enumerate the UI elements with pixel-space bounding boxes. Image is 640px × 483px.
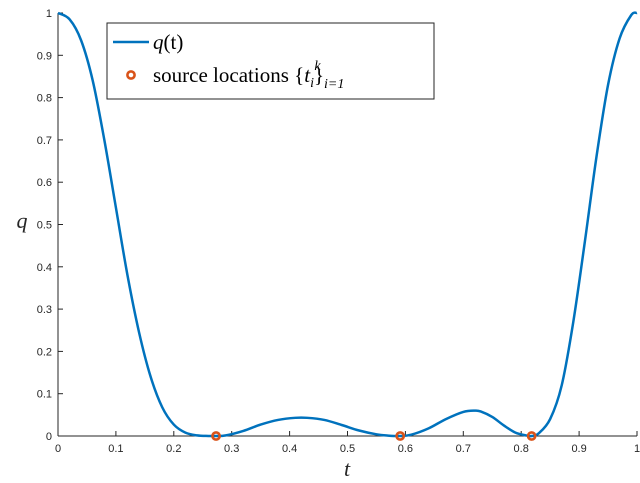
y-tick-label: 0.4 [37, 262, 52, 274]
y-tick-label: 0 [46, 431, 52, 443]
x-tick-label: 0.2 [166, 443, 181, 455]
y-tick-label: 0.3 [37, 304, 52, 316]
y-axis-label: q [17, 208, 28, 233]
series-line-q [57, 11, 638, 438]
x-axis-ticks: 0 0.1 0.2 0.3 0.4 0.5 0.6 0.7 0.8 0.9 1 [55, 431, 640, 455]
legend-box [106, 22, 435, 100]
x-tick-label: 0.9 [571, 443, 586, 455]
x-tick-label: 0.5 [340, 443, 355, 455]
source-location-marker [211, 431, 221, 441]
y-tick-label: 0.2 [37, 346, 52, 358]
legend: q(t) source locations {ti}i=1k [106, 22, 435, 100]
y-tick-label: 1 [46, 8, 52, 20]
x-tick-label: 1 [634, 443, 640, 455]
source-location-marker [395, 431, 406, 441]
legend-marker-swatch [126, 70, 136, 80]
legend-entry-sources: source locations {ti}i=1k [153, 59, 344, 92]
y-tick-label: 0.9 [37, 50, 52, 62]
y-tick-label: 0.1 [37, 389, 52, 401]
x-tick-label: 0.8 [514, 443, 529, 455]
x-axis-label: t [344, 456, 351, 481]
x-tick-label: 0.3 [224, 443, 239, 455]
x-tick-label: 0.1 [108, 443, 123, 455]
x-tick-label: 0 [55, 443, 61, 455]
y-tick-label: 0.7 [37, 135, 52, 147]
y-tick-label: 0.8 [37, 93, 52, 105]
x-tick-label: 0.6 [398, 443, 413, 455]
legend-entry-q: q(t) [153, 30, 183, 54]
source-location-marker [526, 431, 537, 441]
y-tick-label: 0.5 [37, 220, 52, 232]
source-location-markers [211, 431, 537, 441]
y-axis-ticks: 0 0.1 0.2 0.3 0.4 0.5 0.6 0.7 0.8 0.9 1 [37, 8, 63, 443]
x-tick-label: 0.4 [282, 443, 297, 455]
x-tick-label: 0.7 [456, 443, 471, 455]
y-tick-label: 0.6 [37, 177, 52, 189]
